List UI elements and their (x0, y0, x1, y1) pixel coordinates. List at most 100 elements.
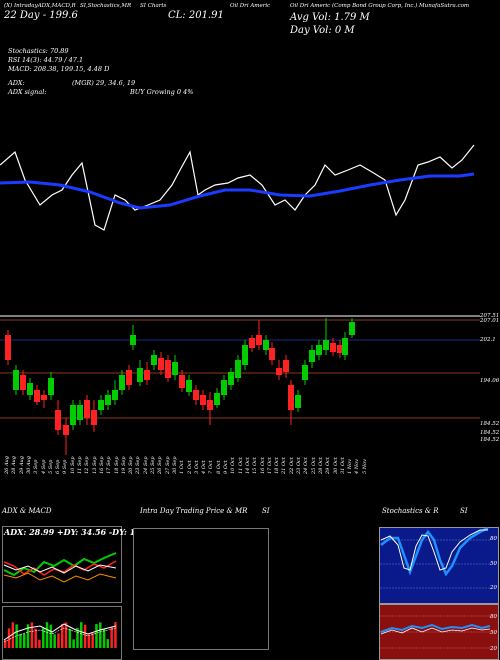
price-level-label: 184.52 (480, 430, 500, 436)
macd-histogram-bar (106, 639, 110, 648)
adx-label: ADX: (8, 79, 25, 87)
macd-histogram-bar (72, 639, 75, 648)
price-level-label: 202.1 (480, 337, 496, 343)
price-level-label: 207.51 (480, 313, 500, 319)
candle-body (98, 400, 104, 410)
macd-histogram-bar (57, 633, 60, 648)
macd-histogram-bar (26, 624, 30, 648)
plus-di-line (3, 552, 117, 577)
macd-histogram-bar (76, 627, 79, 648)
candle-body (48, 378, 54, 395)
header-indicators: SI,Stochastics,MR (80, 3, 132, 9)
macd-readout: MACD: 208.38, 199.15, 4.48 D (8, 65, 110, 73)
candle-body (41, 395, 47, 400)
candle-body (151, 355, 157, 365)
candle-body (214, 393, 220, 405)
main-price-chart (0, 144, 480, 455)
candle-body (276, 368, 282, 375)
macd-histogram-bar (99, 622, 102, 648)
candle-body (91, 410, 97, 425)
macd-histogram-bar (7, 628, 11, 648)
candle-body (186, 380, 192, 392)
intraday-panel (133, 528, 269, 650)
adx-panel (2, 526, 122, 603)
price-level-label: 184.52 (480, 437, 500, 443)
adx-panel-title: ADX & MACD (2, 507, 52, 515)
stochastics-readout: Stochastics: 70.89 (8, 47, 69, 55)
candle-body (295, 395, 301, 408)
macd-histogram-bar (102, 629, 106, 648)
candle-body (70, 405, 76, 425)
candle-body (228, 372, 234, 385)
candle-body (256, 335, 262, 345)
macd-histogram-bar (30, 622, 34, 648)
rsi-line (380, 623, 491, 633)
candle-body (242, 345, 248, 365)
macd-histogram-bar (91, 633, 94, 648)
candle-body (63, 425, 69, 435)
macd-histogram-bar (114, 622, 117, 648)
candle-body (13, 370, 19, 390)
candle-body (200, 395, 206, 405)
intraday-panel-title: Intra Day Trading Price & MR (140, 507, 248, 515)
stoch-level-label: 50 (490, 561, 497, 567)
candle-body (179, 375, 185, 388)
candle-body (77, 405, 83, 420)
rsi-level-label: 20 (490, 646, 497, 652)
candle-body (112, 390, 118, 400)
candle-body (126, 370, 132, 385)
candle-body (5, 335, 11, 360)
macd-histogram-bar (38, 639, 41, 648)
header-company: Oil Dri Americ (230, 3, 271, 9)
candle-body (27, 383, 33, 395)
candle-body (283, 360, 289, 372)
stoch-d-line (380, 529, 488, 571)
rsi-level-label: 80 (490, 614, 497, 620)
candle-body (130, 335, 136, 345)
avg-volume: Avg Vol: 1.79 M (290, 12, 370, 23)
candle-body (20, 375, 26, 390)
macd-histogram-bar (34, 628, 37, 648)
adx-line (3, 564, 117, 574)
candle-body (84, 400, 90, 418)
macd-histogram-bar (42, 628, 45, 648)
candle-body (165, 360, 171, 378)
buy-signal: BUY Growing 0 4% (130, 88, 194, 96)
header-right-title: Oil Dri Americ (Comp Bond Group Corp, In… (290, 3, 470, 9)
candle-body (269, 348, 275, 360)
price-level-label: 194.06 (480, 378, 500, 384)
rsi-avg-line (380, 627, 491, 635)
header-charts: SI Charts (140, 3, 167, 9)
candle-body (221, 380, 227, 395)
stoch-k-line (380, 526, 489, 577)
candle-body (330, 343, 336, 352)
candle-body (288, 385, 294, 410)
adx-readout: ADX: 28.99 +DY: 34.56 -DY: 19.08 (4, 527, 155, 537)
macd-histogram-bar (80, 622, 83, 648)
candle-body (119, 375, 125, 390)
candle-body (337, 345, 343, 353)
candle-body (172, 362, 178, 375)
candle-body (263, 340, 269, 350)
candle-body (235, 360, 241, 378)
adx-orange-line (3, 572, 117, 583)
header-line-1: (X) IntradayADX,MACD,R (4, 3, 76, 9)
candle-body (323, 340, 329, 350)
macd-histogram-bar (49, 624, 53, 648)
price-level-label: 184.52 (480, 421, 500, 427)
candle-body (342, 338, 348, 355)
macd-histogram-bar (19, 633, 22, 648)
adx-values: (MGR) 29, 34.6, 19 (72, 79, 136, 87)
macd-histogram-bar (64, 622, 68, 648)
price-level-label: 207.01 (480, 318, 500, 324)
candle-body (158, 358, 164, 370)
macd-line (3, 623, 117, 641)
moving-average-line (0, 172, 475, 210)
price-line (0, 144, 475, 231)
macd-histogram-bar (83, 624, 87, 648)
candle-body (207, 400, 213, 410)
macd-histogram-bar (87, 634, 91, 648)
macd-histogram-bar (15, 624, 18, 648)
day-volume: Day Vol: 0 M (290, 25, 355, 36)
candle-body (249, 338, 255, 348)
